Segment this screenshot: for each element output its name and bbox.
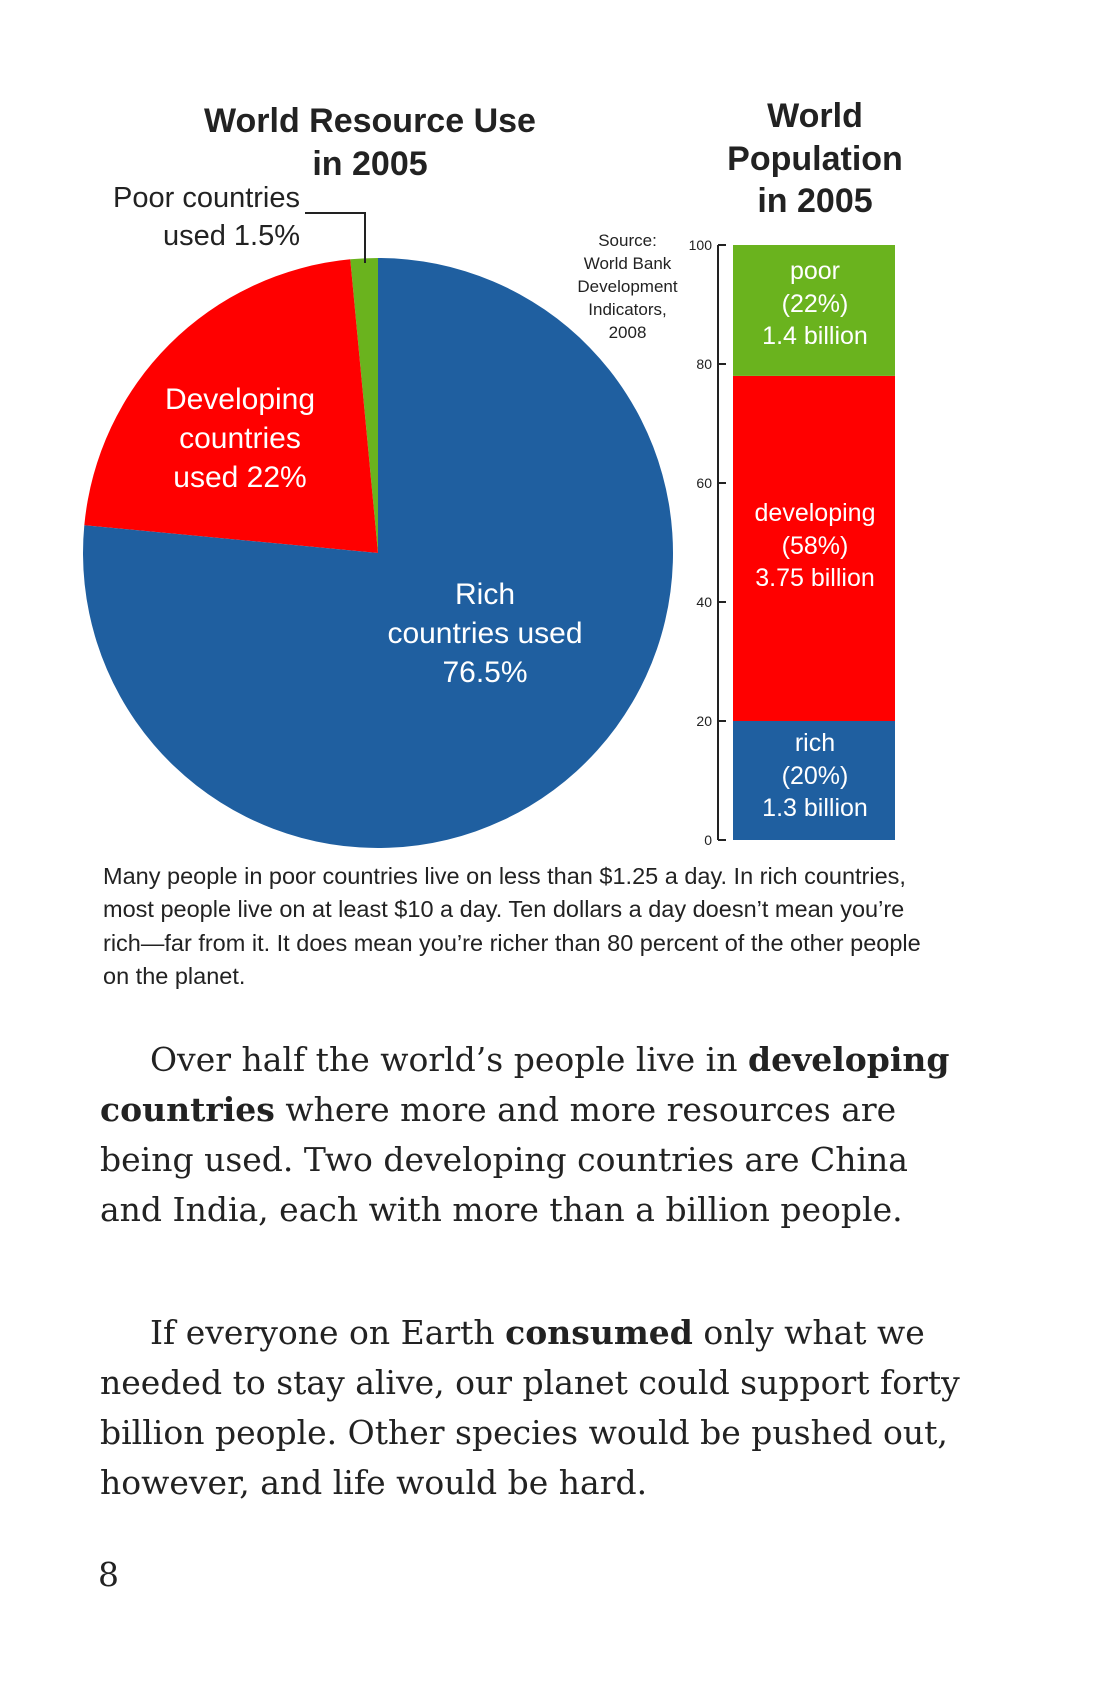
bar-label-poor-pct: (22%) bbox=[781, 289, 849, 318]
source-note: Source: World Bank Development Indicator… bbox=[570, 230, 685, 345]
bar-label-rich: rich (20%) 1.3 billion bbox=[730, 727, 900, 825]
bar-label-rich-count: 1.3 billion bbox=[762, 794, 868, 822]
pie-chart-title: World Resource Use in 2005 bbox=[200, 100, 540, 185]
bar-segment-developing bbox=[733, 375, 895, 721]
bar-label-poor-count: 1.4 billion bbox=[762, 322, 868, 350]
source-line5: 2008 bbox=[608, 322, 647, 342]
resource-pie bbox=[83, 258, 674, 849]
bar-segment-rich bbox=[733, 721, 895, 840]
paragraph-1-before: Over half the world’s people live in bbox=[150, 1040, 738, 1079]
developing-slice-label: Developing countries used 22% bbox=[140, 380, 340, 497]
pop-title-line2: Population bbox=[727, 139, 903, 178]
pop-title-line1: World bbox=[767, 97, 863, 135]
source-line1: Source: bbox=[598, 231, 657, 250]
pop-title-line3: in 2005 bbox=[757, 182, 873, 220]
dev-label-line3: used 22% bbox=[173, 461, 307, 494]
bar-segment-poor bbox=[733, 245, 895, 376]
term-developing-countries: developing countries bbox=[100, 1040, 950, 1130]
bar-label-developing: developing (58%) 3.75 billion bbox=[730, 497, 900, 595]
paragraph-1-after: where more and more resources are being … bbox=[100, 1090, 908, 1230]
pie-title-line1: World Resource Use bbox=[204, 102, 536, 140]
rich-label-line3: 76.5% bbox=[442, 656, 528, 689]
source-line4: Indicators, bbox=[588, 299, 667, 319]
rich-label-line2: countries used bbox=[387, 617, 583, 650]
bar-label-developing-pct: (58%) bbox=[781, 531, 849, 560]
pie-slice-poor-countries bbox=[350, 258, 378, 553]
bar-label-rich-pct: (20%) bbox=[781, 761, 849, 790]
bar-label-poor-name: poor bbox=[789, 257, 841, 285]
y-tick-label-80: 80 bbox=[696, 356, 712, 372]
rich-slice-label: Rich countries used 76.5% bbox=[370, 575, 600, 692]
y-tick-label-20: 20 bbox=[696, 713, 712, 729]
page-number: 8 bbox=[98, 1555, 119, 1594]
chart-caption: Many people in poor countries live on le… bbox=[103, 863, 921, 990]
dev-label-line2: countries bbox=[179, 422, 301, 455]
pie-title-line2: in 2005 bbox=[312, 144, 428, 183]
charts-svg: 0 20 40 60 80 100 bbox=[83, 212, 895, 849]
poor-leader-line bbox=[305, 212, 366, 263]
y-tick-label-60: 60 bbox=[696, 475, 712, 491]
pie-slice-developing-countries bbox=[84, 259, 378, 553]
term-consumed: consumed bbox=[505, 1313, 693, 1352]
pie-slice-rich-countries bbox=[83, 258, 674, 849]
population-stacked-bar bbox=[733, 245, 895, 840]
bar-label-rich-name: rich bbox=[794, 729, 836, 757]
paragraph-1: Over half the world’s people live in dev… bbox=[100, 1035, 960, 1236]
bar-label-poor: poor (22%) 1.4 billion bbox=[730, 255, 900, 353]
bar-label-developing-count: 3.75 billion bbox=[755, 564, 875, 592]
y-tick-label-0: 0 bbox=[704, 832, 712, 848]
y-tick-label-100: 100 bbox=[689, 237, 713, 253]
source-line3: Development bbox=[577, 276, 678, 296]
paragraph-2-before: If everyone on Earth bbox=[150, 1313, 495, 1352]
dev-label-line1: Developing bbox=[164, 383, 316, 416]
poor-label-line1: Poor countries bbox=[113, 182, 300, 214]
paragraph-2: If everyone on Earth consumed only what … bbox=[100, 1308, 960, 1509]
population-y-axis: 0 20 40 60 80 100 bbox=[689, 237, 726, 848]
rich-label-line1: Rich bbox=[454, 578, 515, 611]
paragraph-2-after: only what we needed to stay alive, our p… bbox=[100, 1313, 960, 1503]
poor-label-line2: used 1.5% bbox=[162, 219, 300, 252]
y-tick-label-40: 40 bbox=[696, 594, 712, 610]
bar-label-developing-name: developing bbox=[754, 499, 876, 527]
poor-slice-label: Poor countries used 1.5% bbox=[95, 180, 300, 255]
population-chart-title: World Population in 2005 bbox=[715, 95, 915, 223]
source-line2: World Bank bbox=[583, 253, 672, 273]
